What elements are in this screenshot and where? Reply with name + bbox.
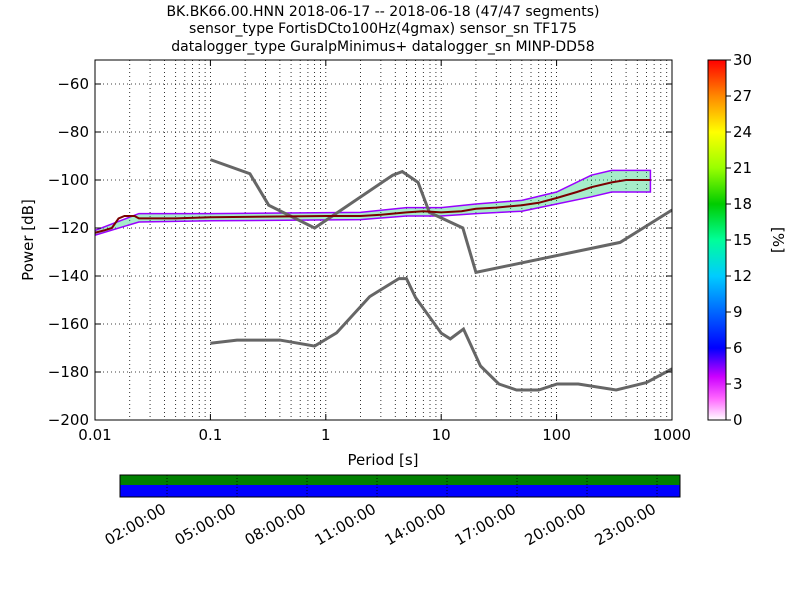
x-tick-label: 1000 bbox=[653, 426, 691, 444]
y-tick-label: −200 bbox=[48, 411, 89, 429]
y-tick-label: −140 bbox=[48, 267, 89, 285]
colorbar-tick-label: 30 bbox=[733, 51, 752, 69]
x-axis-label: Period [s] bbox=[347, 451, 418, 469]
noise-models bbox=[209, 158, 672, 392]
colorbar-tick-label: 24 bbox=[733, 123, 752, 141]
y-tick-label: −60 bbox=[57, 75, 89, 93]
coverage-tick-label: 23:00:00 bbox=[592, 500, 659, 549]
y-axis-label: Power [dB] bbox=[19, 199, 37, 281]
title-line-1: BK.BK66.00.HNN 2018-06-17 -- 2018-06-18 … bbox=[166, 4, 599, 20]
x-tick-label: 1 bbox=[321, 426, 331, 444]
y-tick-label: −160 bbox=[48, 315, 89, 333]
colorbar-tick-label: 18 bbox=[733, 195, 752, 213]
colorbar-ticks: 0 3 6 9 12 15 18 21 24 27 30 bbox=[726, 51, 752, 429]
x-axis-ticks: 0.01 0.1 1 10 100 1000 bbox=[78, 60, 691, 444]
colorbar-tick-label: 6 bbox=[733, 339, 743, 357]
y-tick-label: −120 bbox=[48, 219, 89, 237]
coverage-tick-label: 02:00:00 bbox=[102, 500, 169, 549]
coverage-bar bbox=[119, 474, 681, 498]
coverage-tick-label: 17:00:00 bbox=[452, 500, 519, 549]
colorbar-tick-label: 27 bbox=[733, 87, 752, 105]
coverage-tick-label: 05:00:00 bbox=[172, 500, 239, 549]
chart-title: BK.BK66.00.HNN 2018-06-17 -- 2018-06-18 … bbox=[166, 4, 599, 55]
y-tick-label: −80 bbox=[57, 123, 89, 141]
coverage-tick-label: 08:00:00 bbox=[242, 500, 309, 549]
y-axis-ticks: −60 −80 −100 −120 −140 −160 −180 −200 bbox=[48, 75, 672, 429]
coverage-tick-label: 14:00:00 bbox=[382, 500, 449, 549]
colorbar-tick-label: 12 bbox=[733, 267, 752, 285]
y-tick-label: −180 bbox=[48, 363, 89, 381]
colorbar-tick-label: 9 bbox=[733, 303, 743, 321]
noise-model-nhnm bbox=[209, 158, 672, 275]
psd-density bbox=[95, 169, 652, 236]
colorbar-tick-label: 15 bbox=[733, 231, 752, 249]
colorbar-tick-label: 0 bbox=[733, 411, 743, 429]
plot-area bbox=[95, 60, 672, 420]
plot-frame bbox=[94, 59, 673, 421]
colorbar bbox=[707, 59, 727, 421]
grid-lines bbox=[95, 60, 672, 420]
coverage-bar-top bbox=[120, 475, 680, 485]
colorbar-label: [%] bbox=[769, 227, 787, 253]
title-line-2: sensor_type FortisDCto100Hz(4gmax) senso… bbox=[189, 21, 577, 37]
x-tick-label: 0.01 bbox=[78, 426, 111, 444]
noise-model-nlnm bbox=[210, 277, 672, 392]
y-tick-label: −100 bbox=[48, 171, 89, 189]
x-tick-label: 100 bbox=[542, 426, 571, 444]
x-tick-label: 10 bbox=[432, 426, 451, 444]
psd-density-band bbox=[95, 169, 652, 236]
psd-mode-curve bbox=[95, 179, 651, 234]
coverage-tick-label: 20:00:00 bbox=[522, 500, 589, 549]
psd-mode-line bbox=[95, 179, 651, 234]
coverage-tick-label: 11:00:00 bbox=[312, 500, 379, 549]
title-line-3: datalogger_type GuralpMinimus+ datalogge… bbox=[171, 39, 594, 55]
colorbar-tick-label: 21 bbox=[733, 159, 752, 177]
coverage-bar-bottom bbox=[120, 485, 680, 497]
colorbar-tick-label: 3 bbox=[733, 375, 743, 393]
x-tick-label: 0.1 bbox=[198, 426, 222, 444]
coverage-bar-frame bbox=[119, 474, 681, 498]
